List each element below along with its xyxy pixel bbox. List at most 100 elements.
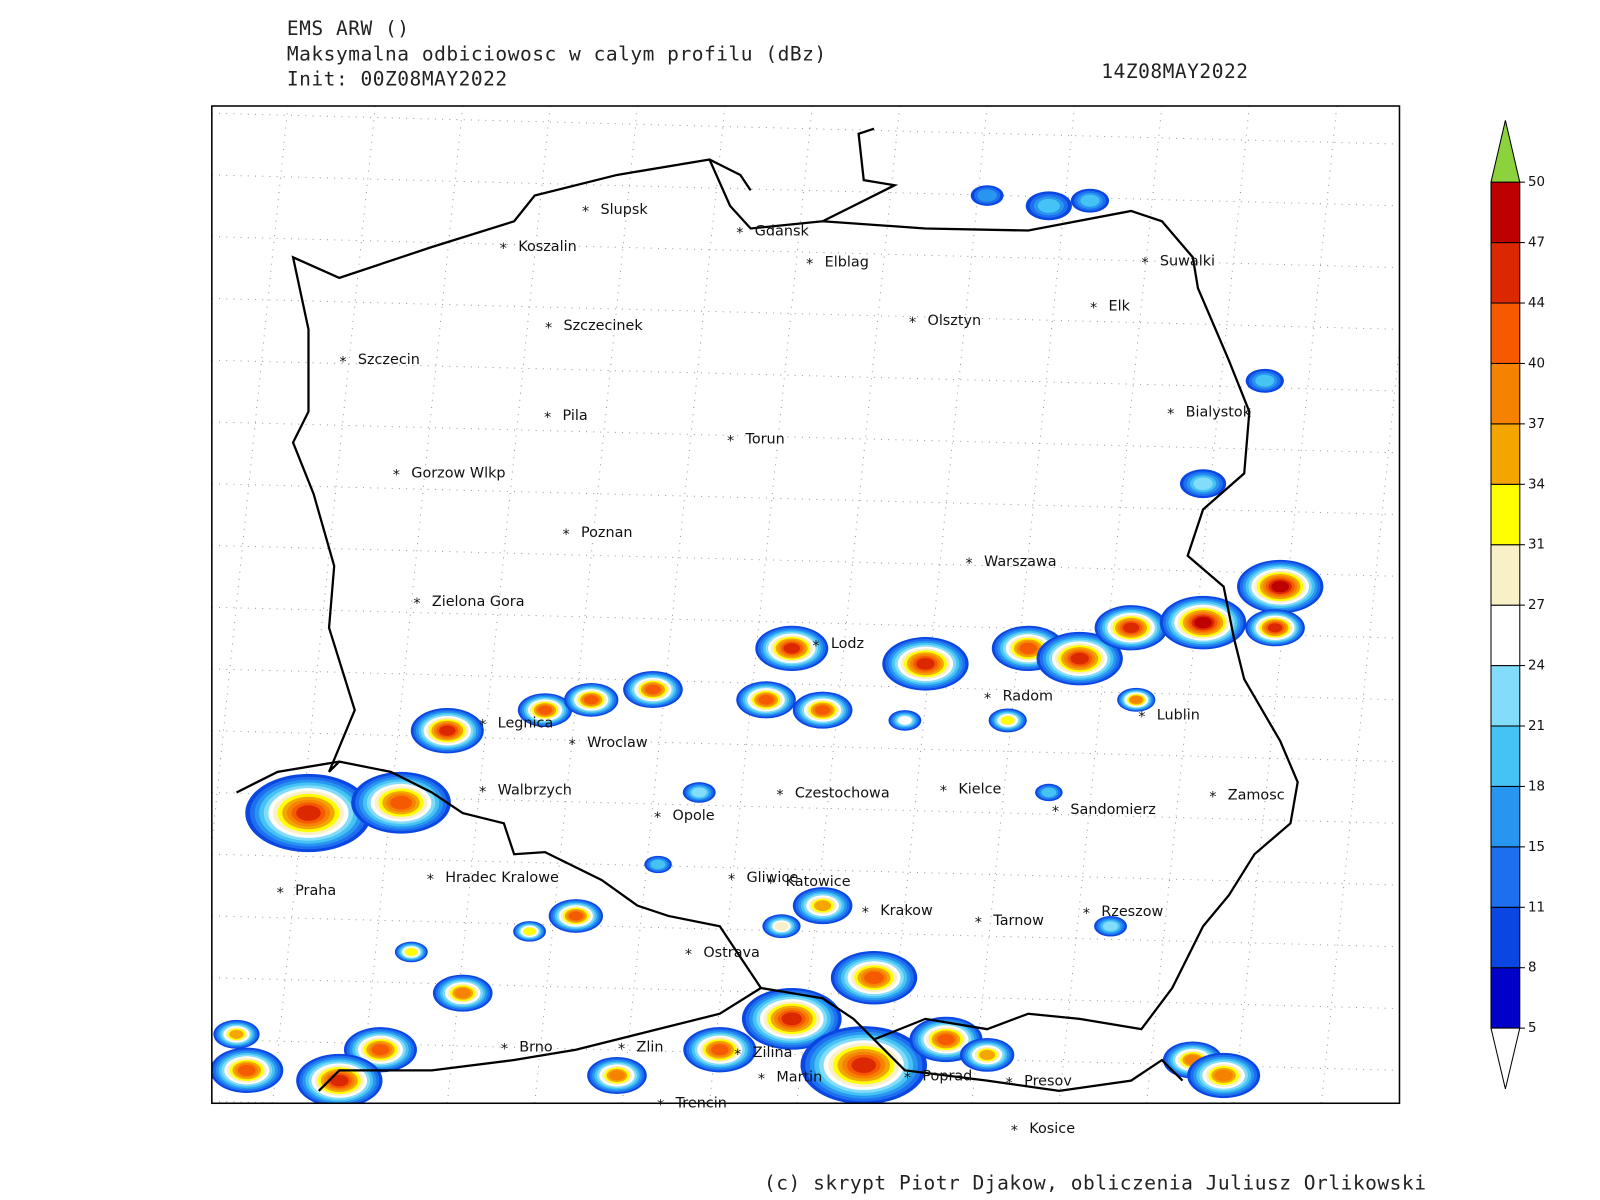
echo-cell [405,948,418,956]
colorbar-tick-label: 8 [1528,961,1536,976]
city-label: Gliwice [747,870,799,886]
czech-slovak-border [235,760,1184,1093]
echo-cell [864,971,884,984]
echo-cell [1214,1069,1233,1082]
meridian [971,106,1076,1104]
city-label: Lodz [831,636,864,652]
city-marker: * [277,885,284,901]
city-marker: * [734,1047,741,1063]
colorbar-tick-label: 47 [1528,236,1545,251]
gdansk-bay-coast [709,127,899,223]
city-label: Torun [745,431,785,447]
colorbar-bin [1490,302,1521,364]
city-label: Zamosc [1228,788,1285,804]
city-label: Ostrava [703,945,760,961]
city-label: Gdansk [755,224,810,240]
echo-cell [979,1049,996,1060]
echo-cell [897,716,912,725]
city-marker: * [1141,255,1148,271]
reflectivity-field [211,185,1324,1104]
colorbar-tick-label: 50 [1528,175,1545,190]
city-label: Szczecin [358,352,420,368]
echo-cell [774,921,789,931]
city-marker: * [940,783,947,799]
city-label: Martin [776,1070,822,1086]
echo-cell [916,657,935,670]
city-marker: * [1090,301,1097,317]
echo-cell [1080,194,1100,207]
echo-cell [371,1044,390,1056]
city-marker: * [1083,906,1090,922]
city-label: Brno [519,1040,553,1056]
colorbar-tick-label: 34 [1528,477,1545,492]
colorbar-bin [1490,725,1521,787]
colorbar-bin [1490,423,1521,485]
city-label: Radom [1003,689,1053,705]
parallel [211,421,1400,454]
city-marker: * [806,256,813,272]
colorbar-tick-label: 5 [1528,1021,1536,1036]
city-marker: * [1209,790,1216,806]
echo-cell [523,927,536,936]
city-label: Zielona Gora [432,594,525,610]
city-label: Wroclaw [587,735,648,751]
city-marker: * [545,320,552,336]
meridian [534,106,639,1104]
echo-cell [645,684,661,695]
city-marker: * [904,1071,911,1087]
poland-border [291,158,1299,1041]
city-marker: * [544,410,551,426]
city-label: Czestochowa [795,785,890,801]
echo-cell [977,189,997,202]
colorbar-bin [1490,483,1521,546]
colorbar-bin [1490,242,1521,304]
colorbar-tick-label: 18 [1528,779,1545,794]
map-frame [211,105,1401,1105]
city-marker: * [500,241,507,257]
city-marker: * [727,434,734,450]
colorbar-tick-label: 15 [1528,840,1545,855]
city-label: Suwalki [1160,253,1215,269]
city-label: Zilina [753,1045,793,1061]
echo-cell [537,705,553,715]
parallel [211,1100,311,1104]
echo-cell [1194,617,1212,629]
city-marker: * [776,788,783,804]
echo-cell [1102,921,1119,932]
footer-credit: (c) skrypt Piotr Djakow, obliczenia Juli… [764,1172,1426,1195]
city-label: Zlin [637,1040,664,1056]
city-marker: * [654,810,661,826]
echo-cell [296,805,321,821]
colorbar-bin [1490,181,1521,244]
city-label: Katowice [786,874,851,890]
city-marker: * [966,556,973,572]
echo-cell [781,1012,803,1026]
echo-cell [650,859,666,870]
echo-cell [1130,695,1143,704]
city-label: Kosice [1029,1121,1075,1137]
city-label: Trencin [675,1095,727,1111]
city-label: Krakow [880,903,933,919]
city-marker: * [501,1042,508,1058]
meridian [883,106,988,1104]
echo-cell [1070,652,1089,665]
colorbar-bin [1490,846,1521,908]
city-marker: * [657,1097,664,1113]
city-marker: * [1167,407,1174,423]
city-marker: * [984,691,991,707]
echo-cell [1001,716,1015,725]
city-label: Kielce [958,781,1001,797]
city-label: Legnica [498,715,554,731]
city-marker: * [975,915,982,931]
city-label: Walbrzych [498,782,572,798]
colorbar-under [1490,1027,1521,1089]
valid-time: 14Z08MAY2022 [1101,60,1248,83]
echo-cell [584,695,599,705]
meridian [1320,340,1400,1104]
colorbar-bin [1490,967,1521,1029]
init-time: Init: 00Z08MAY2022 [287,67,508,90]
city-marker: * [1138,709,1145,725]
echo-cell [1041,787,1057,798]
colorbar-tick-label: 44 [1528,296,1545,311]
echo-cell [937,1033,955,1045]
